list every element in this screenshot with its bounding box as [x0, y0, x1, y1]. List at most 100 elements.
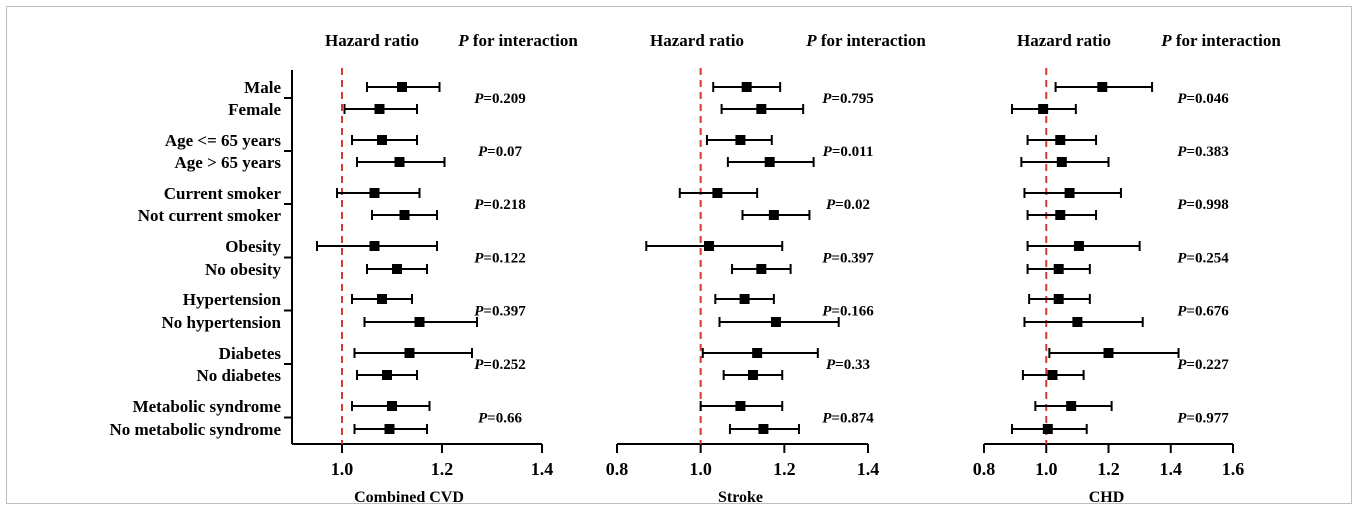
hazard-ratio-header: Hazard ratio [650, 31, 744, 50]
hazard-ratio-point [1072, 317, 1083, 327]
hazard-ratio-point [377, 135, 387, 145]
subgroup-label: No metabolic syndrome [109, 420, 281, 439]
p-value-label: P=0.07 [478, 144, 522, 160]
x-tick-label: 0.8 [973, 459, 996, 479]
p-value-label: P=0.383 [1177, 144, 1228, 160]
hazard-ratio-point [1053, 264, 1064, 274]
subgroup-label: Female [228, 100, 281, 119]
p-value-label: P=0.209 [474, 91, 525, 107]
hazard-ratio-point [756, 104, 767, 114]
x-tick-label: 1.0 [689, 459, 712, 479]
subgroup-label: No diabetes [196, 366, 281, 385]
x-tick-label: 1.4 [531, 459, 554, 479]
p-interaction-header: P for interaction [805, 31, 926, 50]
subgroup-label: Obesity [225, 237, 281, 256]
hazard-ratio-point [414, 317, 425, 327]
panel-title: Combined CVD [354, 489, 464, 506]
hazard-ratio-point [1047, 370, 1058, 380]
hazard-ratio-point [741, 82, 752, 92]
p-value-label: P=0.676 [1177, 304, 1229, 320]
hazard-ratio-point [382, 370, 392, 380]
hazard-ratio-point [758, 424, 769, 434]
p-value-label: P=0.218 [474, 197, 525, 213]
p-value-label: P=0.874 [822, 411, 874, 427]
hazard-ratio-point [712, 188, 723, 198]
x-tick-label: 1.0 [1035, 459, 1058, 479]
p-value-label: P=0.397 [822, 251, 874, 267]
p-value-label: P=0.66 [478, 411, 522, 427]
subgroup-label: Age > 65 years [175, 153, 282, 172]
hazard-ratio-point [747, 370, 758, 380]
hazard-ratio-point [1073, 241, 1084, 251]
p-value-label: P=0.02 [826, 197, 870, 213]
hazard-ratio-point [1042, 424, 1053, 434]
x-tick-label: 1.2 [773, 459, 796, 479]
hazard-ratio-point [392, 264, 402, 274]
hazard-ratio-point [1103, 348, 1114, 358]
p-value-label: P=0.254 [1177, 251, 1229, 267]
hazard-ratio-point [735, 401, 746, 411]
hazard-ratio-point [1053, 294, 1064, 304]
subgroup-label: No obesity [205, 260, 282, 279]
p-value-label: P=0.166 [822, 304, 874, 320]
x-tick-label: 1.4 [857, 459, 880, 479]
p-value-label: P=0.011 [823, 144, 874, 160]
hazard-ratio-point [770, 317, 781, 327]
hazard-ratio-point [1038, 104, 1049, 114]
hazard-ratio-point [404, 348, 415, 358]
p-value-label: P=0.227 [1177, 357, 1229, 373]
p-value-label: P=0.252 [474, 357, 525, 373]
p-value-label: P=0.397 [474, 304, 526, 320]
subgroup-label: Current smoker [164, 184, 282, 203]
x-tick-label: 1.4 [1160, 459, 1183, 479]
hazard-ratio-point [1055, 135, 1066, 145]
subgroup-label: Male [244, 78, 281, 97]
hazard-ratio-point [768, 210, 779, 220]
hazard-ratio-point [739, 294, 750, 304]
x-tick-label: 1.0 [331, 459, 354, 479]
hazard-ratio-header: Hazard ratio [325, 31, 419, 50]
panel-title: CHD [1089, 489, 1125, 506]
hazard-ratio-point [1097, 82, 1108, 92]
hazard-ratio-point [399, 210, 410, 220]
hazard-ratio-point [387, 401, 397, 411]
x-tick-label: 1.6 [1222, 459, 1245, 479]
hazard-ratio-point [369, 188, 380, 198]
hazard-ratio-point [397, 82, 407, 92]
hazard-ratio-point [752, 348, 763, 358]
subgroup-label: Hypertension [183, 290, 282, 309]
x-tick-label: 1.2 [1097, 459, 1120, 479]
p-interaction-header: P for interaction [457, 31, 578, 50]
subgroup-label: No hypertension [162, 313, 282, 332]
x-tick-label: 1.2 [431, 459, 454, 479]
p-value-label: P=0.795 [822, 91, 873, 107]
hazard-ratio-point [369, 241, 380, 251]
hazard-ratio-point [735, 135, 746, 145]
hazard-ratio-point [704, 241, 715, 251]
hazard-ratio-point [1056, 157, 1067, 167]
subgroup-label: Age <= 65 years [165, 131, 282, 150]
hazard-ratio-point [394, 157, 405, 167]
p-value-label: P=0.046 [1177, 91, 1229, 107]
hazard-ratio-point [377, 294, 387, 304]
hazard-ratio-point [384, 424, 395, 434]
p-value-label: P=0.977 [1177, 411, 1229, 427]
panel-title: Stroke [718, 489, 763, 506]
hazard-ratio-point [1064, 188, 1075, 198]
hazard-ratio-point [764, 157, 775, 167]
hazard-ratio-point [1066, 401, 1077, 411]
hazard-ratio-point [1055, 210, 1066, 220]
subgroup-label: Metabolic syndrome [133, 397, 282, 416]
x-tick-label: 0.8 [606, 459, 629, 479]
p-value-label: P=0.998 [1177, 197, 1228, 213]
hazard-ratio-point [756, 264, 767, 274]
p-interaction-header: P for interaction [1160, 31, 1281, 50]
subgroup-label: Diabetes [219, 344, 282, 363]
subgroup-label: Not current smoker [138, 206, 282, 225]
p-value-label: P=0.122 [474, 251, 525, 267]
hazard-ratio-point [374, 104, 385, 114]
p-value-label: P=0.33 [826, 357, 870, 373]
figure-frame [6, 6, 1352, 504]
hazard-ratio-header: Hazard ratio [1017, 31, 1111, 50]
